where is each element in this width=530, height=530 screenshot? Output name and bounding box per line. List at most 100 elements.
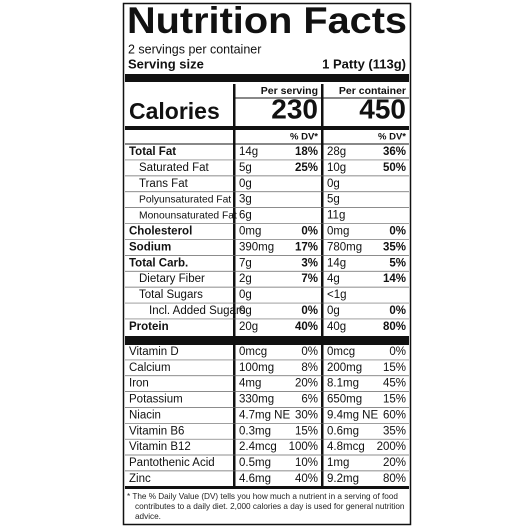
daily-value: 0%	[301, 305, 318, 317]
amount: 0g	[239, 305, 252, 317]
nutrient-name: Dietary Fiber	[139, 273, 205, 285]
amount: 0g	[239, 289, 252, 301]
calories-value: 450	[359, 93, 406, 124]
daily-value: 0%	[301, 226, 318, 238]
amount: 10g	[327, 162, 346, 174]
amount: 14g	[239, 146, 258, 158]
amount: 390mg	[239, 241, 274, 253]
nutrient-name: Protein	[129, 321, 169, 333]
amount: 11g	[327, 210, 345, 222]
daily-value: 40%	[295, 321, 318, 333]
amount: 5g	[327, 194, 340, 206]
thick-rule	[125, 126, 409, 130]
nutrient-name: Vitamin B6	[129, 425, 184, 437]
daily-value: 50%	[383, 162, 406, 174]
daily-value: 18%	[295, 146, 318, 158]
amount: 4.6mg	[239, 473, 271, 485]
daily-value: 0%	[301, 346, 318, 358]
daily-value: 35%	[383, 425, 406, 437]
daily-value: 6%	[301, 394, 318, 406]
column-rule	[233, 84, 236, 486]
calories-label: Calories	[129, 98, 220, 124]
amount: 650mg	[327, 394, 362, 406]
daily-value: 35%	[383, 241, 406, 253]
label-border	[122, 2, 412, 526]
column-heading: Per container	[339, 85, 406, 97]
daily-value: 10%	[295, 457, 318, 469]
amount: 4g	[327, 273, 340, 285]
nutrient-name: Total Carb.	[129, 257, 188, 269]
nutrient-name: Vitamin D	[129, 346, 179, 358]
amount: 3g	[239, 194, 252, 206]
calories-value: 230	[271, 93, 318, 124]
amount: 9.2mg	[327, 473, 359, 485]
daily-value: 25%	[295, 162, 318, 174]
daily-value: 8%	[301, 362, 318, 374]
serving-size-label: Serving size	[128, 56, 204, 71]
amount: 0mcg	[239, 346, 267, 358]
amount: 40g	[327, 321, 346, 333]
nutrient-name: Zinc	[129, 473, 151, 485]
daily-value: 20%	[295, 378, 318, 390]
dv-heading: % DV*	[290, 132, 318, 143]
daily-value: 0%	[389, 226, 406, 238]
footnote-box: * The % Daily Value (DV) tells you how m…	[127, 492, 405, 521]
column-rule	[321, 84, 324, 486]
thick-rule	[125, 336, 409, 345]
nutrient-name: Pantothenic Acid	[129, 457, 215, 469]
amount: 14g	[327, 257, 346, 269]
amount: 1mg	[327, 457, 349, 469]
amount: 0.5mg	[239, 457, 271, 469]
footnote: * The % Daily Value (DV) tells you how m…	[127, 492, 405, 521]
nutrient-name: Potassium	[129, 394, 183, 406]
amount: 4.8mcg	[327, 441, 365, 453]
amount: 2g	[239, 273, 252, 285]
daily-value: 14%	[383, 273, 406, 285]
daily-value: 80%	[383, 473, 406, 485]
daily-value: 200%	[377, 441, 406, 453]
amount: 330mg	[239, 394, 274, 406]
daily-value: 45%	[383, 378, 406, 390]
amount: 8.1mg	[327, 378, 359, 390]
amount: 0g	[239, 178, 252, 190]
amount: 4.7mg NE	[239, 409, 290, 421]
dv-heading: % DV*	[378, 132, 406, 143]
daily-value: 15%	[383, 362, 406, 374]
daily-value: 60%	[383, 409, 406, 421]
amount: 0.6mg	[327, 425, 359, 437]
daily-value: 0%	[389, 346, 406, 358]
daily-value: 80%	[383, 321, 406, 333]
amount: 2.4mcg	[239, 441, 277, 453]
nutrient-name: Total Fat	[129, 146, 176, 158]
amount: 9.4mg NE	[327, 409, 378, 421]
amount: 0g	[327, 305, 340, 317]
daily-value: 3%	[301, 257, 318, 269]
nutrient-name: Sodium	[129, 241, 171, 253]
nutrient-name: Vitamin B12	[129, 441, 191, 453]
daily-value: 7%	[301, 273, 318, 285]
daily-value: 0%	[389, 305, 406, 317]
serving-size: 1 Patty (113g)	[322, 56, 406, 71]
nutrient-name: Incl. Added Sugars	[149, 305, 246, 317]
nutrient-name: Niacin	[129, 409, 161, 421]
nutrient-name: Iron	[129, 378, 149, 390]
daily-value: 40%	[295, 473, 318, 485]
daily-value: 36%	[383, 146, 406, 158]
amount: 6g	[239, 210, 252, 222]
daily-value: 5%	[389, 257, 406, 269]
amount: 7g	[239, 257, 252, 269]
column-heading: Per serving	[261, 85, 318, 97]
amount: 20g	[239, 321, 258, 333]
amount: 0mg	[239, 226, 261, 238]
amount: 28g	[327, 146, 346, 158]
servings: 2 servings per container	[128, 42, 261, 56]
nutrient-name: Total Sugars	[139, 289, 203, 301]
daily-value: 20%	[383, 457, 406, 469]
nutrient-name: Polyunsaturated Fat	[139, 194, 231, 205]
nutrient-name: Monounsaturated Fat	[139, 210, 237, 221]
nutrient-name: Trans Fat	[139, 178, 189, 190]
amount: <1g	[327, 289, 347, 301]
daily-value: 17%	[295, 241, 318, 253]
nutrient-name: Saturated Fat	[139, 162, 209, 174]
amount: 0.3mg	[239, 425, 271, 437]
